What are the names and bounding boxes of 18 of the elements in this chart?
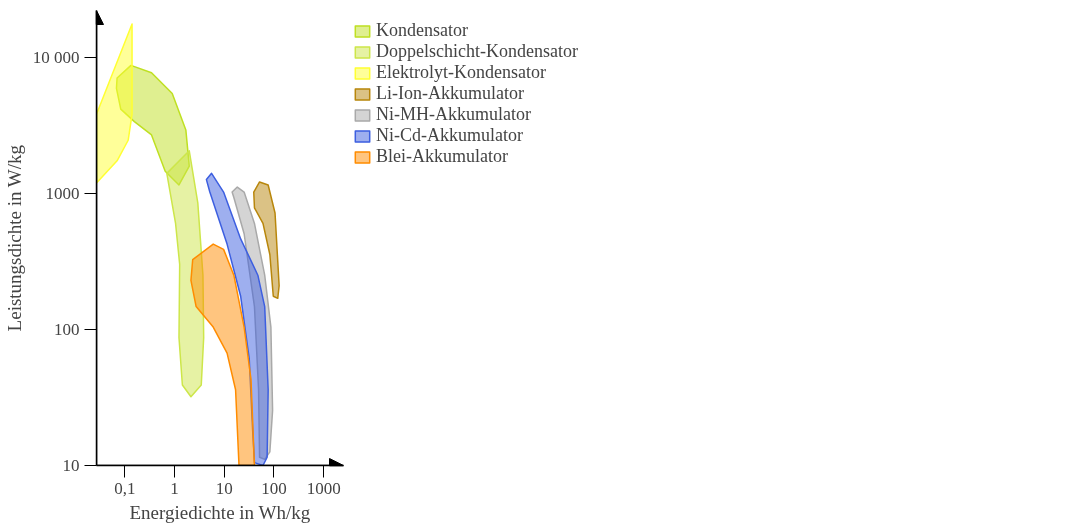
legend-label: Blei-Akkumulator [376,146,508,167]
x-tick-label: 0,1 [114,478,136,498]
y-axis-title: Leistungsdichte in W/kg [3,144,25,332]
y-tick-label: 1000 [45,183,80,203]
legend-label: Ni-Cd-Akkumulator [376,125,523,146]
x-tick-label: 100 [261,478,287,498]
x-tick-label: 10 [215,478,233,498]
x-tick-label: 1 [170,478,179,498]
legend-label: Li-Ion-Akkumulator [376,83,524,104]
legend-label: Kondensator [376,20,468,41]
x-axis-title: Energiedichte in Wh/kg [129,501,311,523]
y-tick-label: 100 [54,319,80,339]
legend-label: Doppelschicht-Kondensator [376,41,578,62]
legend-label: Ni-MH-Akkumulator [376,104,531,125]
legend-label: Elektrolyt-Kondensator [376,62,546,83]
y-tick-label: 10 [62,456,80,475]
x-tick-label: 1000 [306,478,341,498]
y-tick-label: 10 000 [32,47,80,67]
